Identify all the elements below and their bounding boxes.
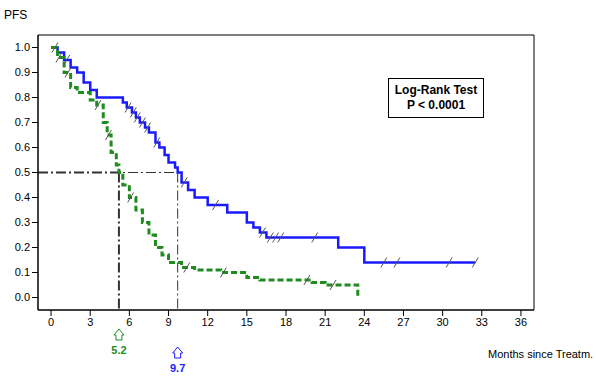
svg-text:30: 30 (437, 316, 449, 328)
html-text:P < 0.0001: P < 0.0001 (406, 98, 466, 112)
svg-text:0.7: 0.7 (15, 116, 30, 128)
svg-text:5.2: 5.2 (111, 344, 126, 356)
svg-text:24: 24 (358, 316, 370, 328)
svg-text:0.8: 0.8 (15, 91, 30, 103)
svg-text:9: 9 (165, 316, 171, 328)
svg-text:1.0: 1.0 (15, 41, 30, 53)
svg-text:27: 27 (397, 316, 409, 328)
svg-text:0.9: 0.9 (15, 66, 30, 78)
svg-text:33: 33 (476, 316, 488, 328)
svg-text:0.1: 0.1 (15, 266, 30, 278)
svg-text:6: 6 (126, 316, 132, 328)
svg-text:0.6: 0.6 (15, 141, 30, 153)
svg-text:15: 15 (241, 316, 253, 328)
svg-text:9.7: 9.7 (170, 362, 185, 374)
html-text:Log-Rank Test: Log-Rank Test (394, 83, 478, 97)
svg-text:0.0: 0.0 (15, 291, 30, 303)
html-text:Months since Treatm.: Months since Treatm. (488, 348, 594, 360)
svg-text:3: 3 (87, 316, 93, 328)
svg-text:0.3: 0.3 (15, 216, 30, 228)
html-text:PFS: PFS (4, 8, 28, 22)
svg-text:12: 12 (202, 316, 214, 328)
svg-text:36: 36 (515, 316, 527, 328)
svg-text:21: 21 (319, 316, 331, 328)
svg-text:0: 0 (48, 316, 54, 328)
svg-text:0.5: 0.5 (15, 166, 30, 178)
svg-text:0.2: 0.2 (15, 241, 30, 253)
svg-text:18: 18 (280, 316, 292, 328)
svg-text:0.4: 0.4 (15, 191, 30, 203)
